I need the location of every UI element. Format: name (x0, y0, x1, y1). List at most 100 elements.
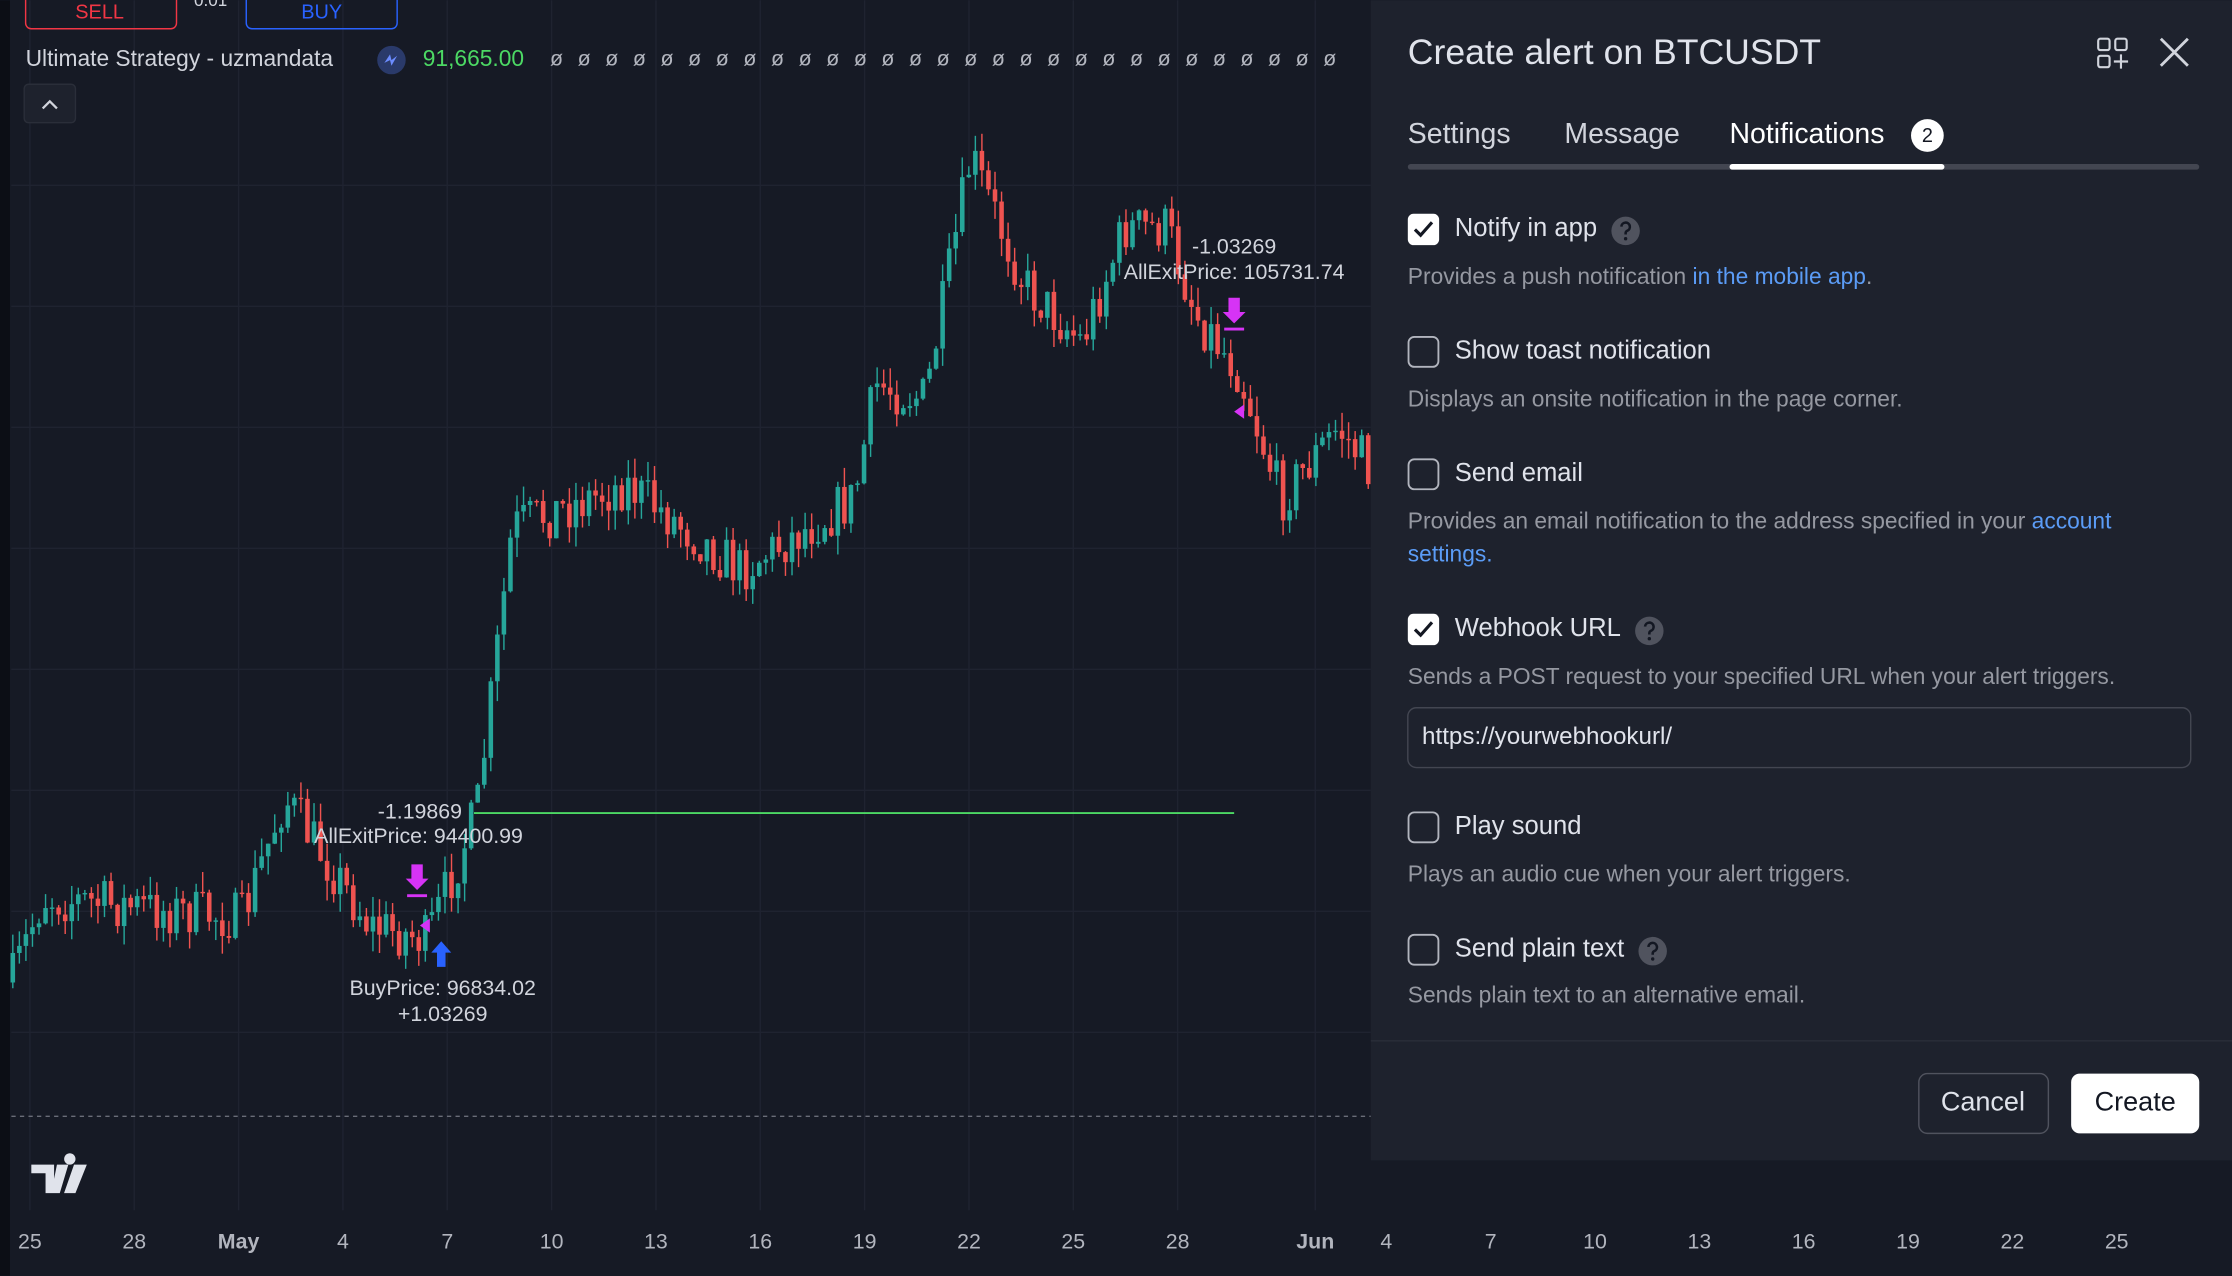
candle-body (907, 406, 913, 409)
candle-body (174, 898, 179, 934)
candle-body (1365, 435, 1371, 485)
add-widget-icon[interactable] (2097, 37, 2129, 69)
candle-body (1097, 298, 1103, 317)
indicator-flag: ø (1323, 47, 1336, 71)
close-icon[interactable] (2159, 37, 2189, 67)
description-link[interactable]: account (2032, 508, 2112, 534)
candle-body (999, 201, 1004, 239)
x-tick-label: 4 (337, 1230, 349, 1254)
create-button[interactable] (2071, 1073, 2200, 1134)
candle-body (1176, 226, 1181, 275)
candle-body (776, 536, 782, 553)
candle-body (1110, 262, 1116, 282)
candle-body (1058, 330, 1063, 340)
exit-arrow (405, 864, 429, 898)
tab[interactable]: Message (1564, 118, 1679, 150)
trade-label: AllExitPrice: 105731.74 (1124, 260, 1345, 284)
candle-body (724, 539, 729, 578)
candle-body (488, 681, 494, 758)
option-label: Send plain text (1455, 935, 1624, 963)
candle-body (829, 528, 834, 536)
candle-body (252, 867, 258, 913)
candle-body (626, 477, 631, 511)
tab[interactable]: Settings (1408, 118, 1511, 150)
candle-body (1064, 330, 1070, 340)
candle-body (285, 805, 291, 828)
x-tick-label: 13 (644, 1230, 668, 1254)
candle-body (390, 914, 395, 932)
candle-body (298, 797, 304, 800)
candle-body (383, 914, 389, 935)
create-label: Create (2095, 1087, 2176, 1117)
description-link[interactable]: in the mobile app (1693, 263, 1866, 289)
checkbox[interactable] (1407, 458, 1440, 491)
candle-body (632, 477, 638, 503)
candle-body (1352, 439, 1358, 458)
candle-body (226, 936, 232, 938)
x-tick-label: 28 (1166, 1230, 1190, 1254)
candle-body (573, 499, 579, 528)
collapse-button[interactable] (23, 83, 77, 124)
indicator-flag: ø (992, 47, 1005, 71)
webhook-input-value: https://yourwebhookurl/ (1422, 723, 1672, 750)
candle-body (1169, 208, 1175, 227)
candle-body (652, 480, 657, 513)
checkbox[interactable] (1407, 811, 1440, 844)
candle-body (639, 480, 644, 503)
candle-body (861, 444, 867, 484)
candle-body (475, 784, 480, 803)
candle-body (796, 532, 801, 549)
dialog-panel (1370, 0, 2232, 1161)
option-description: Provides an email notification to the ad… (1408, 508, 2112, 534)
dialog-title: Create alert on BTCUSDT (1408, 32, 1821, 72)
buy-button[interactable] (245, 0, 398, 30)
candle-body (783, 552, 788, 563)
candle-body (351, 885, 356, 921)
candle-body (344, 867, 350, 886)
description-link[interactable]: settings. (1408, 540, 1493, 566)
candle-body (495, 634, 500, 682)
candle-body (757, 562, 762, 577)
candle-body (69, 904, 75, 922)
trade-label: +1.03269 (398, 1002, 488, 1026)
webhook-input[interactable] (1407, 707, 2192, 769)
description-text: Displays an onsite notification in the p… (1408, 385, 1903, 411)
candle-body (1267, 454, 1273, 472)
checkbox[interactable] (1407, 933, 1440, 966)
candle-body (10, 952, 16, 983)
candle-body (409, 931, 415, 938)
candle-body (292, 797, 297, 806)
checkbox[interactable] (1407, 336, 1440, 368)
x-tick-label: 7 (1485, 1230, 1497, 1254)
candle-body (62, 914, 68, 922)
tab[interactable]: Notifications (1730, 118, 1885, 150)
candle-body (665, 507, 670, 535)
candle-body (540, 501, 546, 523)
candle-body (763, 559, 769, 563)
x-tick-label: 16 (1792, 1230, 1816, 1254)
candle-body (1071, 330, 1076, 336)
option-description: Plays an audio cue when your alert trigg… (1408, 861, 1851, 887)
candle-body (279, 827, 284, 833)
candle-body (671, 516, 677, 535)
left-edge (0, 0, 10, 1276)
checkbox-checked[interactable] (1407, 613, 1440, 646)
order-buttons: SELL 0.01 BUY (24, 0, 398, 30)
candle-body (770, 536, 775, 560)
candle-body (423, 915, 428, 951)
candle-body (835, 486, 841, 536)
candle-body (560, 501, 566, 504)
candle-body (881, 383, 886, 388)
checkmark (1413, 221, 1434, 238)
indicator-flag: ø (1213, 47, 1226, 71)
candle-body (580, 499, 585, 517)
x-tick-label: 25 (1061, 1230, 1085, 1254)
sell-button[interactable] (24, 0, 178, 30)
checkbox-checked[interactable] (1407, 213, 1440, 246)
x-tick-label: 16 (748, 1230, 772, 1254)
candle-body (567, 503, 572, 528)
cancel-button[interactable] (1918, 1072, 2050, 1135)
candle-body (514, 511, 520, 538)
candle-body (1300, 464, 1306, 468)
